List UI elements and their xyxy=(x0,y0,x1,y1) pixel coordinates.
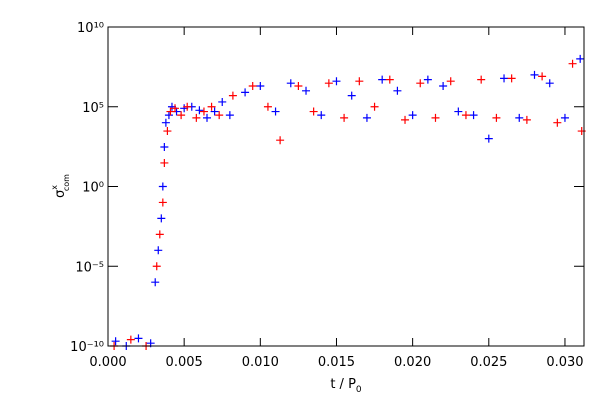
point xyxy=(477,75,486,84)
point xyxy=(568,59,577,68)
point xyxy=(163,127,172,136)
point xyxy=(324,79,333,88)
point xyxy=(446,77,455,86)
point xyxy=(271,107,280,116)
point xyxy=(454,107,463,116)
point xyxy=(522,115,531,124)
point xyxy=(215,111,224,120)
point xyxy=(576,54,585,63)
point xyxy=(256,81,265,90)
point xyxy=(362,113,371,122)
point xyxy=(484,134,493,143)
point xyxy=(263,102,272,111)
point xyxy=(347,91,356,100)
x-label-sub: 0 xyxy=(356,385,362,395)
point xyxy=(370,102,379,111)
point xyxy=(355,77,364,86)
y-tick-label: 10⁻¹⁰ xyxy=(70,340,104,355)
point xyxy=(416,79,425,88)
point xyxy=(500,74,509,83)
point xyxy=(171,104,180,113)
point xyxy=(340,113,349,122)
y-tick-label: 10⁻⁵ xyxy=(75,260,104,275)
point xyxy=(408,111,417,120)
point xyxy=(309,107,318,116)
point xyxy=(538,72,547,81)
point xyxy=(553,118,562,127)
point xyxy=(560,113,569,122)
x-tick-label: 0.020 xyxy=(394,355,431,370)
y-tick-label: 10⁵ xyxy=(82,101,104,116)
point xyxy=(152,262,161,271)
point xyxy=(199,107,208,116)
point xyxy=(378,75,387,84)
point xyxy=(294,81,303,90)
point xyxy=(195,106,204,115)
point xyxy=(286,79,295,88)
point xyxy=(423,75,432,84)
point xyxy=(385,75,394,84)
point xyxy=(515,113,524,122)
y-tick-label: 10¹⁰ xyxy=(77,21,104,36)
x-label-base: t / P xyxy=(330,377,356,392)
point xyxy=(155,230,164,239)
x-tick-label: 0.005 xyxy=(166,355,203,370)
point xyxy=(393,86,402,95)
y-label-sub: com xyxy=(62,174,71,191)
point xyxy=(241,88,250,97)
point xyxy=(317,111,326,120)
x-tick-label: 0.030 xyxy=(546,355,583,370)
point xyxy=(530,70,539,79)
y-tick-label: 10⁰ xyxy=(82,181,104,196)
point xyxy=(161,118,170,127)
x-tick-label: 0.010 xyxy=(242,355,279,370)
y-label-sup: x xyxy=(50,185,59,190)
point xyxy=(134,334,143,343)
x-tick-label: 0.000 xyxy=(89,355,126,370)
point xyxy=(164,111,173,120)
point xyxy=(492,113,501,122)
plot-area xyxy=(110,54,586,350)
x-tick-label: 0.025 xyxy=(470,355,507,370)
point xyxy=(332,77,341,86)
point xyxy=(177,111,186,120)
point xyxy=(218,97,227,106)
point xyxy=(192,113,201,122)
point xyxy=(166,107,175,116)
point xyxy=(151,278,160,287)
y-label-base: σ xyxy=(53,190,68,198)
point xyxy=(154,246,163,255)
point xyxy=(507,74,516,83)
point xyxy=(203,113,212,122)
point xyxy=(276,136,285,145)
point xyxy=(228,91,237,100)
point xyxy=(183,102,192,111)
point xyxy=(225,111,234,120)
point xyxy=(431,113,440,122)
point xyxy=(157,214,166,223)
point xyxy=(111,337,120,346)
point xyxy=(461,111,470,120)
point xyxy=(207,102,216,111)
point xyxy=(210,107,219,116)
point xyxy=(469,111,478,120)
x-axis-label: t / P0 xyxy=(330,377,362,395)
point xyxy=(401,115,410,124)
point xyxy=(158,182,167,191)
point xyxy=(248,81,257,90)
x-tick-label: 0.015 xyxy=(318,355,355,370)
y-axis-label: σx com xyxy=(50,174,71,198)
point xyxy=(439,81,448,90)
point xyxy=(126,335,135,344)
point xyxy=(158,198,167,207)
point xyxy=(545,79,554,88)
point xyxy=(160,142,169,151)
point xyxy=(302,86,311,95)
point xyxy=(160,158,169,167)
